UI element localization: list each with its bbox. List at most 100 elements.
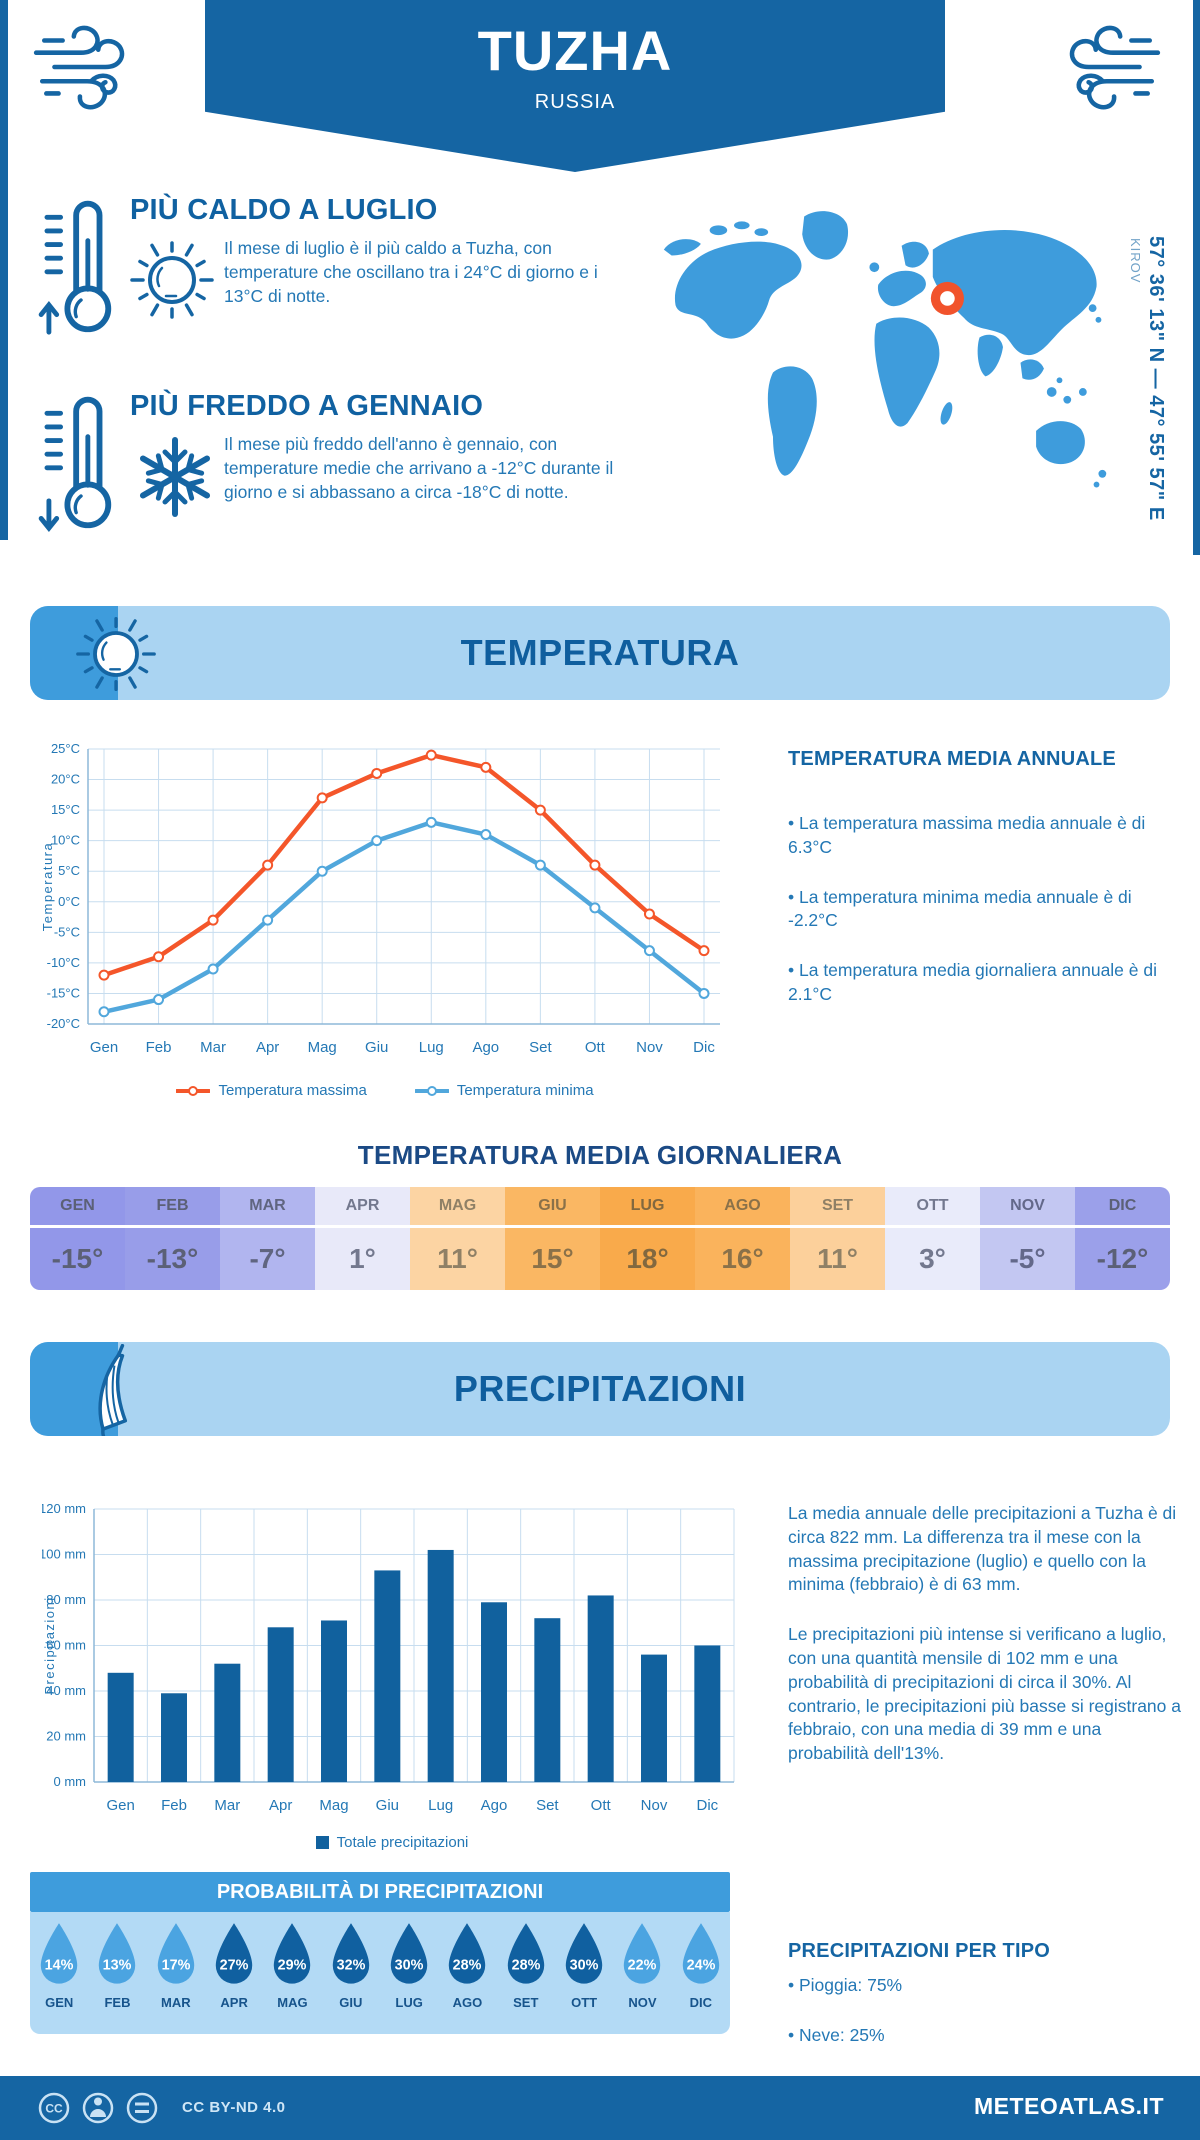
hot-month-title: PIÙ CALDO A LUGLIO [130,194,438,226]
temperature-section-title: TEMPERATURA [460,632,740,673]
sun-icon [128,236,216,324]
svg-text:10°C: 10°C [51,833,80,848]
daily-table-month-value: 11° [790,1228,885,1290]
probability-month-label: GIU [339,1995,363,2010]
svg-text:5°C: 5°C [58,863,80,878]
cold-month-text: Il mese più freddo dell'anno è gennaio, … [224,434,614,502]
precipitation-section-title: PRECIPITAZIONI [453,1368,747,1409]
daily-table-month-value: 16° [695,1228,790,1290]
svg-text:15°C: 15°C [51,802,80,817]
brand-text: METEOATLAS.IT [973,2093,1164,2119]
snowflake-icon-svg [139,437,211,517]
thermometer-down-icon [36,388,128,534]
location-marker [930,281,964,315]
probability-value: 32% [336,1957,365,1973]
probability-value: 27% [220,1957,249,1973]
annual-temperature-title: TEMPERATURA MEDIA ANNUALE [788,748,1116,770]
probability-month-label: OTT [571,1995,598,2010]
legend-item: Totale precipitazioni [315,1834,468,1851]
daily-temperature-title: TEMPERATURA MEDIA GIORNALIERA [357,1140,843,1170]
droplet-icon: 14% [40,1923,78,1984]
daily-table-month-value: -12° [1075,1228,1170,1290]
precipitation-section-band: PRECIPITAZIONI [30,1342,1170,1445]
temperature-chart-legend: Temperatura massima Temperatura minima [40,1082,730,1099]
precipitation-chart-legend: Totale precipitazioni [42,1834,742,1851]
daily-table-month-column: SET 11° [790,1187,885,1290]
droplet-icon: 30% [565,1923,603,1984]
svg-text:Set: Set [536,1797,559,1814]
probability-month-label: LUG [395,1995,423,2010]
wind-icon [1054,12,1166,124]
daily-table-month-value: 1° [315,1228,410,1290]
svg-text:Mar: Mar [200,1039,226,1056]
probability-month-slot: 24% DIC [672,1912,730,2034]
svg-text:Apr: Apr [269,1797,292,1814]
umbrella-icon-svg [98,1343,128,1445]
daily-table-month-value: -13° [125,1228,220,1290]
daily-table-month-column: AGO 16° [695,1187,790,1290]
svg-text:Lug: Lug [428,1797,453,1814]
svg-text:-20°C: -20°C [47,1016,80,1031]
droplet-icon: 17% [157,1923,195,1984]
daily-table-month-column: GEN -15° [30,1187,125,1290]
daily-table-month-value: -7° [220,1228,315,1290]
svg-text:Nov: Nov [641,1797,668,1814]
svg-text:Ago: Ago [481,1797,508,1814]
legend-swatch [315,1836,329,1849]
probability-title: PROBABILITÀ DI PRECIPITAZIONI [30,1872,730,1912]
svg-text:Dic: Dic [693,1039,715,1056]
svg-text:100 mm: 100 mm [42,1547,86,1562]
daily-table-month-label: OTT [885,1187,980,1228]
daily-table-month-value: 11° [410,1228,505,1290]
svg-text:Nov: Nov [636,1039,663,1056]
droplet-icon: 13% [99,1923,136,1984]
probability-month-slot: 17% MAR [147,1912,205,2034]
annual-temperature-bullet: • La temperatura massima media annuale è… [788,813,1146,857]
svg-text:20 mm: 20 mm [46,1729,86,1744]
droplet-icon: 28% [449,1923,486,1984]
precipitation-paragraph: La media annuale delle precipitazioni a … [788,1503,1177,1595]
svg-text:25°C: 25°C [51,741,80,756]
probability-value: 30% [395,1957,424,1973]
footer-bar: CC CC BY-ND 4.0 METEOATLAS.IT [0,2076,1200,2140]
daily-table-month-label: MAR [220,1187,315,1228]
daily-temperature-table: GEN -15° FEB -13° MAR -7° APR 1° MAG 11° GIU … [30,1187,1170,1290]
daily-table-month-column: LUG 18° [600,1187,695,1290]
svg-text:Giu: Giu [376,1797,399,1814]
daily-table-month-value: 18° [600,1228,695,1290]
world-map-svg [663,211,1107,488]
daily-table-month-label: AGO [695,1187,790,1228]
creative-commons-icons: CC [36,2089,176,2127]
svg-text:80 mm: 80 mm [46,1592,86,1607]
daily-table-month-column: DIC -12° [1075,1187,1170,1290]
daily-table-month-label: APR [315,1187,410,1228]
svg-text:Precipitazioni: Precipitazioni [42,1596,57,1694]
droplet-icon: 29% [274,1923,311,1984]
cold-month-title: PIÙ FREDDO A GENNAIO [130,390,484,422]
probability-value: 28% [453,1957,482,1973]
snowflake-icon [132,434,218,520]
svg-text:Ott: Ott [585,1039,606,1056]
svg-text:Set: Set [529,1039,552,1056]
temperature-section-band: TEMPERATURA [30,606,1170,700]
svg-text:Mar: Mar [214,1797,240,1814]
probability-month-label: GEN [45,1995,74,2010]
daily-table-month-value: 3° [885,1228,980,1290]
license-text: CC BY-ND 4.0 [182,2099,286,2116]
sun-icon-svg [76,617,156,691]
daily-table-month-label: FEB [125,1187,220,1228]
temperature-line-chart: -20°C -15°C -10°C -5°C 0°C 5°C 10°C 15°C 20°C 25°… [40,735,730,1080]
region-text: KIROV [1128,238,1143,284]
daily-table-month-value: -15° [30,1228,125,1290]
daily-table-month-column: MAG 11° [410,1187,505,1290]
svg-text:Mag: Mag [319,1797,348,1814]
precipitation-type-list: • Pioggia: 75% • Neve: 25% [788,1974,1148,2074]
probability-month-slot: 27% APR [205,1912,263,2034]
cc-logo-icon: CC [45,2102,63,2116]
probability-month-slot: 13% FEB [88,1912,146,2034]
probability-value: 14% [45,1957,74,1973]
daily-table-month-label: MAG [410,1187,505,1228]
hot-month-text: Il mese di luglio è il più caldo a Tuzha… [224,238,598,306]
daily-table-month-label: GEN [30,1187,125,1228]
